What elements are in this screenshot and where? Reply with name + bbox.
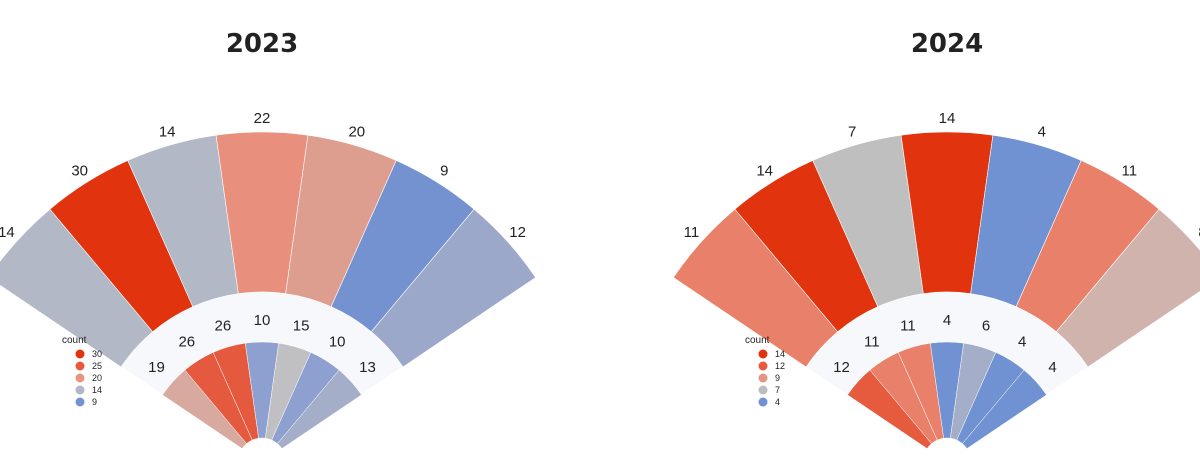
- inner-bar[interactable]: [277, 369, 362, 449]
- outer-value-label: 8: [1198, 224, 1200, 241]
- legend: count 14 12 9 7 4: [745, 335, 785, 407]
- inner-value-label: 4: [1018, 334, 1026, 351]
- legend-swatch: [75, 385, 85, 395]
- legend-swatch: [75, 349, 85, 359]
- outer-value-label: 20: [348, 123, 365, 140]
- outer-value-label: 14: [159, 123, 176, 140]
- outer-value-label: 30: [71, 162, 88, 179]
- outer-value-label: 14: [939, 110, 956, 127]
- outer-value-label: 4: [1038, 123, 1046, 140]
- legend-label: 14: [775, 349, 785, 359]
- inner-value-label: 4: [943, 312, 951, 329]
- outer-bar[interactable]: [1055, 208, 1200, 368]
- chart-title: 2023: [226, 29, 298, 59]
- legend-swatch: [75, 373, 85, 383]
- legend-label: 25: [92, 361, 102, 371]
- legend-swatch: [758, 385, 768, 395]
- outer-value-label: 22: [254, 110, 271, 127]
- inner-value-label: 15: [293, 318, 310, 335]
- legend-swatch: [758, 397, 768, 407]
- outer-value-label: 7: [848, 123, 856, 140]
- inner-bar[interactable]: [962, 369, 1047, 449]
- legend-swatch: [758, 361, 768, 371]
- inner-value-label: 10: [254, 312, 271, 329]
- inner-value-label: 4: [1048, 359, 1056, 376]
- inner-value-label: 13: [359, 359, 376, 376]
- legend-label: 30: [92, 349, 102, 359]
- legend-label: 9: [92, 397, 97, 407]
- inner-value-label: 26: [215, 318, 232, 335]
- legend-label: 7: [775, 385, 780, 395]
- legend-label: 4: [775, 397, 780, 407]
- legend-label: 9: [775, 373, 780, 383]
- legend-title: count: [745, 335, 770, 346]
- inner-value-label: 12: [833, 359, 850, 376]
- legend-swatch: [758, 373, 768, 383]
- chart-panel-2023: 2023 14 30 14 22 20 9 12 19 26 26 10 15 10 13 count 30 25…: [0, 29, 536, 450]
- inner-value-label: 26: [178, 334, 195, 351]
- legend-swatch: [758, 349, 768, 359]
- legend-title: count: [62, 335, 87, 346]
- chart-title: 2024: [911, 29, 983, 59]
- inner-value-label: 6: [982, 318, 990, 335]
- inner-value-label: 11: [900, 318, 916, 335]
- legend-label: 14: [92, 385, 102, 395]
- legend-label: 20: [92, 373, 102, 383]
- chart-panel-2024: 2024 11 14 7 14 4 11 8 12 11 11 4 6 4 4 count 14 12 9 7 4: [673, 29, 1200, 450]
- outer-bar[interactable]: [370, 208, 536, 368]
- inner-value-label: 10: [329, 334, 346, 351]
- outer-value-label: 14: [756, 162, 773, 179]
- inner-value-label: 11: [864, 334, 880, 351]
- legend: count 30 25 20 14 9: [62, 335, 102, 407]
- outer-value-label: 12: [509, 224, 526, 241]
- outer-value-label: 11: [1122, 162, 1138, 179]
- outer-value-label: 9: [440, 162, 448, 179]
- legend-label: 12: [775, 361, 785, 371]
- inner-value-label: 19: [148, 359, 165, 376]
- outer-value-label: 11: [684, 224, 700, 241]
- legend-swatch: [75, 361, 85, 371]
- legend-swatch: [75, 397, 85, 407]
- outer-value-label: 14: [0, 224, 15, 241]
